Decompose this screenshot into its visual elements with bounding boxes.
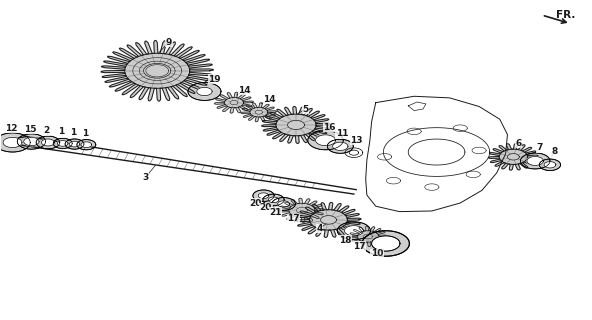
Text: 16: 16 [323, 123, 336, 132]
Text: 13: 13 [350, 136, 362, 145]
Text: 4: 4 [317, 224, 323, 233]
Polygon shape [279, 198, 324, 222]
Polygon shape [77, 140, 96, 150]
Polygon shape [36, 136, 60, 149]
Text: 1: 1 [82, 129, 88, 138]
Polygon shape [349, 226, 387, 247]
Text: 1: 1 [70, 128, 76, 137]
Polygon shape [278, 201, 289, 207]
Text: 6: 6 [516, 139, 522, 148]
Polygon shape [308, 131, 343, 150]
Polygon shape [81, 142, 92, 148]
Polygon shape [262, 107, 330, 143]
Text: 3: 3 [142, 173, 149, 182]
Text: 5: 5 [303, 105, 308, 114]
Text: 8: 8 [552, 147, 558, 156]
Polygon shape [17, 134, 46, 149]
Polygon shape [316, 135, 336, 146]
Polygon shape [268, 197, 279, 203]
Polygon shape [65, 139, 84, 149]
Text: 14: 14 [263, 95, 276, 104]
Polygon shape [188, 83, 221, 100]
Polygon shape [333, 142, 348, 150]
Text: 15: 15 [24, 124, 37, 133]
Text: 11: 11 [336, 129, 348, 138]
Text: 17: 17 [287, 214, 300, 223]
Text: 1: 1 [59, 127, 65, 136]
Polygon shape [539, 159, 561, 171]
Text: 14: 14 [239, 86, 251, 95]
Polygon shape [41, 139, 54, 146]
Text: 20: 20 [260, 203, 272, 212]
Polygon shape [488, 143, 538, 170]
Text: 9: 9 [166, 38, 172, 47]
Polygon shape [3, 137, 22, 148]
Polygon shape [69, 141, 80, 147]
Polygon shape [258, 193, 269, 198]
Polygon shape [372, 236, 400, 251]
Text: 20: 20 [250, 198, 262, 207]
Polygon shape [57, 140, 68, 146]
Polygon shape [520, 153, 550, 169]
Text: 2: 2 [44, 126, 50, 135]
Text: 12: 12 [5, 124, 18, 132]
Text: 19: 19 [208, 75, 221, 84]
Polygon shape [214, 92, 253, 113]
Polygon shape [345, 226, 363, 236]
Text: 7: 7 [536, 143, 542, 152]
Polygon shape [253, 190, 274, 201]
Text: 21: 21 [269, 208, 282, 217]
Polygon shape [197, 87, 212, 96]
Polygon shape [337, 222, 371, 240]
Polygon shape [272, 197, 295, 210]
Text: 17: 17 [353, 242, 365, 251]
Text: FR.: FR. [556, 10, 575, 20]
Polygon shape [327, 139, 353, 153]
Polygon shape [527, 156, 543, 165]
Text: 10: 10 [371, 250, 383, 259]
Polygon shape [241, 103, 276, 122]
Polygon shape [53, 138, 72, 148]
Polygon shape [362, 231, 410, 256]
Polygon shape [263, 194, 284, 205]
Polygon shape [544, 162, 556, 168]
Polygon shape [101, 41, 213, 101]
Text: 18: 18 [339, 236, 351, 245]
Polygon shape [24, 137, 39, 146]
Polygon shape [0, 133, 30, 152]
Polygon shape [296, 203, 361, 237]
